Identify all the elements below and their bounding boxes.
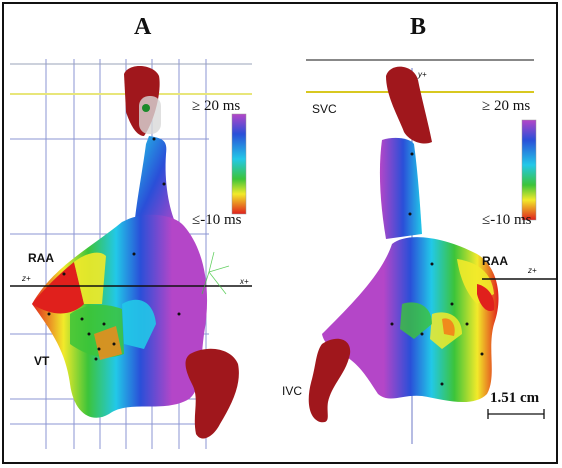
x-axis-label-a: x+	[240, 277, 249, 286]
panel-b-map	[306, 59, 558, 444]
raa-label-a: RAA	[28, 251, 54, 265]
neck-region-b	[379, 137, 422, 239]
ivc-vessel	[185, 348, 239, 439]
panel-b-letter: B	[410, 14, 427, 40]
neck-region	[134, 136, 176, 229]
panel-a-letter: A	[134, 14, 152, 40]
panel-b-scale-max: ≥ 20 ms	[482, 98, 531, 114]
panel-a: A ≥ 20 ms ≤-10 ms RAA VT z+ x+	[4, 4, 282, 462]
ivc-label: IVC	[282, 384, 303, 398]
svc-vessel-b	[386, 66, 432, 144]
svc-label: SVC	[312, 102, 337, 116]
scale-bar-label: 1.51 cm	[490, 390, 540, 406]
panel-b-scale-min: ≤-10 ms	[482, 212, 532, 228]
y-axis-label-b: y+	[418, 70, 427, 79]
ivc-vessel-b	[308, 338, 351, 423]
z-axis-label-b: z+	[528, 266, 537, 275]
z-axis-label-a: z+	[22, 274, 31, 283]
panel-a-map	[10, 59, 252, 449]
panel-a-colorbar	[231, 113, 247, 215]
panel-a-scale-min: ≤-10 ms	[192, 212, 242, 228]
vt-label: VT	[34, 354, 50, 368]
scale-bar	[487, 409, 545, 419]
figure-frame: A ≥ 20 ms ≤-10 ms RAA VT z+ x+	[2, 2, 558, 464]
panel-b-colorbar	[521, 119, 537, 221]
panel-b: B y+ SVC ≥ 20 ms ≤-10 ms RAA z+ IVC 1.51…	[282, 4, 558, 462]
raa-label-b: RAA	[482, 254, 508, 268]
panel-a-scale-max: ≥ 20 ms	[192, 98, 241, 114]
